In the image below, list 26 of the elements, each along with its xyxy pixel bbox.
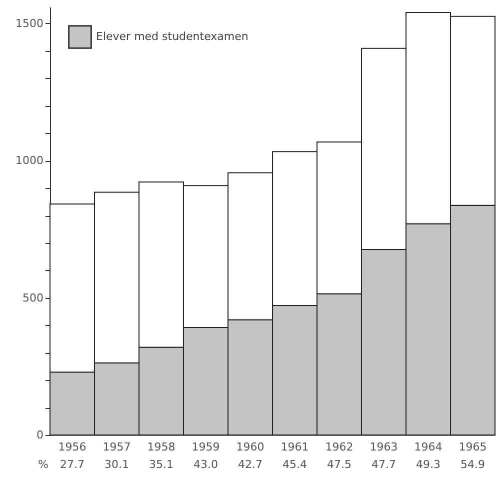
x-tick-label: 1960 [236,440,264,454]
text: 27.7 [60,458,84,471]
y-tick-label: 1500 [16,16,44,30]
x-tick-label: 1965 [458,440,487,454]
y-tick-label: 1000 [16,154,44,168]
text: 30.1 [104,458,129,471]
text: % [38,458,48,471]
text: 35.1 [149,458,174,471]
x-tick-label: 1963 [370,440,398,454]
x-tick-label: 1961 [280,440,309,454]
text: 49.3 [416,458,440,471]
x-tick-label: 1957 [102,440,131,454]
text: 45.4 [282,458,307,471]
x-tick-label: 1964 [414,440,442,454]
x-tick-label: 1959 [192,440,220,454]
text: 47.7 [372,458,396,471]
y-tick-label: 500 [22,291,44,304]
text: 43.0 [194,458,218,471]
x-tick-label: 1958 [147,440,176,454]
text: 42.7 [238,458,262,471]
text: 47.5 [327,458,352,471]
text: 54.9 [460,458,485,471]
x-tick-label: 1962 [325,440,354,454]
x-tick-label: 1956 [58,440,86,454]
legend-label: Elever med studentexamen [96,30,248,43]
y-tick-label: 0 [36,428,44,442]
